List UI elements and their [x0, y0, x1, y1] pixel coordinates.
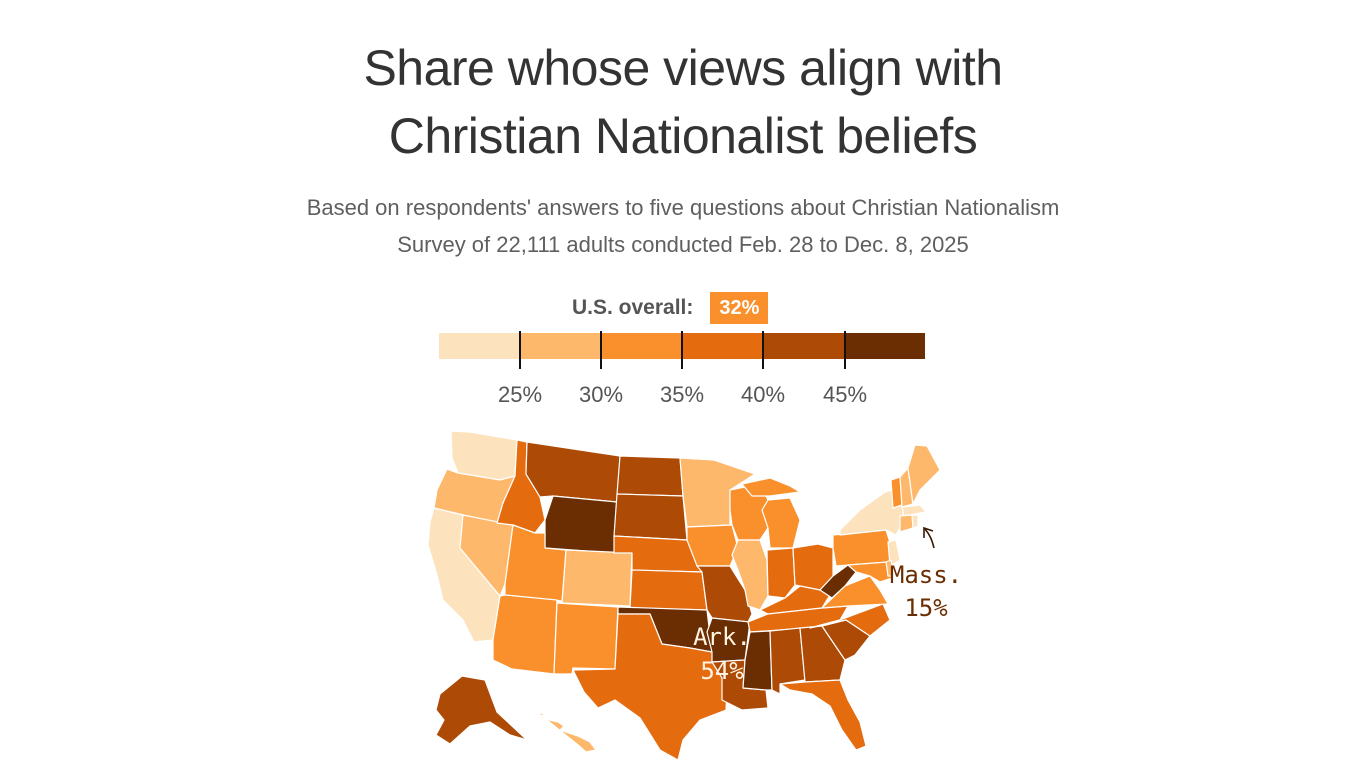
state-nd [616, 455, 684, 497]
chart-subtitle: Based on respondents' answers to five qu… [0, 189, 1366, 263]
ark-annotation-value: 54% [700, 657, 744, 685]
state-ct [899, 514, 914, 533]
state-ia [686, 524, 739, 567]
ark-annotation-name: Ark. [693, 623, 751, 651]
legend-swatch-2 [520, 333, 601, 359]
state-wa [450, 430, 518, 481]
us-overall: U.S. overall: 32% [572, 291, 769, 325]
state-mt [525, 441, 621, 503]
mass-annotation-value: 15% [904, 594, 948, 622]
legend-tick-label-5: 45% [822, 382, 868, 407]
state-wy [544, 495, 618, 554]
state-in [766, 547, 796, 599]
legend-swatch-3 [601, 333, 682, 359]
state-nm [553, 602, 619, 675]
legend-tick-3 [681, 331, 683, 369]
state-ak [435, 675, 528, 745]
legend-tick-label-4: 40% [740, 382, 786, 407]
state-nc [809, 603, 891, 637]
legend-tick-1 [519, 331, 521, 369]
legend-swatch-4 [682, 333, 763, 359]
legend-tick-label-1: 25% [497, 382, 543, 407]
chart-title: Share whose views align with Christian N… [0, 34, 1366, 170]
state-ma [901, 504, 927, 517]
subtitle-line-2: Survey of 22,111 adults conducted Feb. 2… [397, 232, 969, 257]
state-mi [761, 497, 801, 549]
state-pa [832, 529, 895, 567]
legend-tick-5 [844, 331, 846, 369]
ark-annotation: Ark. 54% [693, 623, 751, 685]
legend-tick-label-3: 35% [659, 382, 705, 407]
state-hi [536, 711, 597, 753]
title-line-1: Share whose views align with [363, 40, 1003, 96]
state-co [561, 549, 633, 607]
state-fl [779, 679, 867, 751]
mass-annotation-arrow [924, 528, 935, 549]
legend-tick-2 [600, 331, 602, 369]
mass-annotation-arrowhead [923, 526, 934, 538]
state-sd [613, 493, 688, 541]
legend-swatch-1 [439, 333, 520, 359]
legend-tick-4 [762, 331, 764, 369]
legend-swatch-5 [763, 333, 844, 359]
mass-annotation-name: Mass. [890, 561, 962, 589]
mass-annotation: Mass. 15% [890, 526, 962, 622]
subtitle-line-1: Based on respondents' answers to five qu… [306, 195, 1060, 220]
us-overall-label: U.S. overall: [572, 296, 694, 319]
state-de [885, 559, 895, 577]
color-legend [439, 333, 925, 359]
state-ks [629, 569, 708, 611]
state-tx [572, 613, 728, 761]
state-me [907, 444, 941, 505]
us-overall-value: 32% [710, 292, 769, 324]
state-ri [911, 514, 919, 529]
state-az [492, 594, 558, 675]
state-mi-up [741, 477, 801, 497]
title-line-2: Christian Nationalist beliefs [388, 108, 978, 164]
legend-tick-label-2: 30% [578, 382, 624, 407]
legend-swatch-6 [844, 333, 925, 359]
state-il [731, 539, 769, 611]
